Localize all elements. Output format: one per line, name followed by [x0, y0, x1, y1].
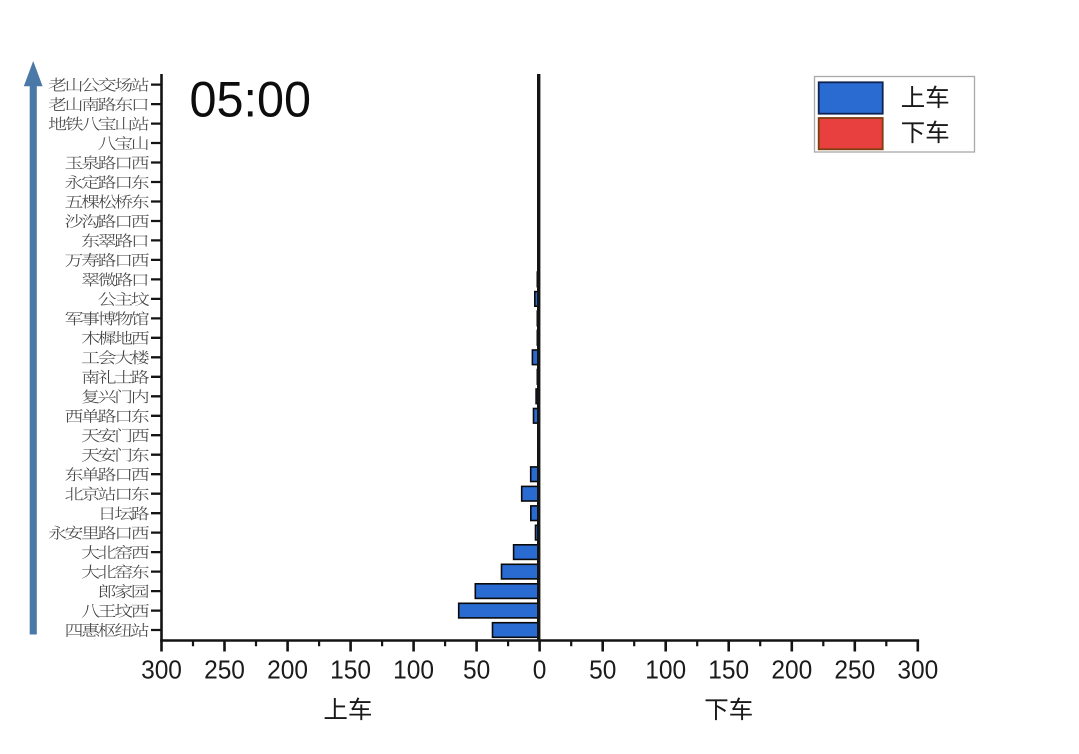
svg-text:300: 300	[897, 656, 938, 685]
svg-text:50: 50	[589, 656, 616, 685]
svg-text:150: 150	[330, 656, 371, 685]
svg-text:250: 250	[204, 656, 245, 685]
svg-text:200: 200	[771, 656, 812, 685]
svg-text:100: 100	[393, 656, 434, 685]
svg-text:05:00: 05:00	[190, 72, 311, 128]
svg-text:100: 100	[645, 656, 686, 685]
svg-text:150: 150	[708, 656, 749, 685]
svg-text:0: 0	[533, 656, 547, 685]
svg-text:50: 50	[463, 656, 490, 685]
svg-text:200: 200	[267, 656, 308, 685]
svg-text:250: 250	[834, 656, 875, 685]
svg-text:300: 300	[141, 656, 182, 685]
